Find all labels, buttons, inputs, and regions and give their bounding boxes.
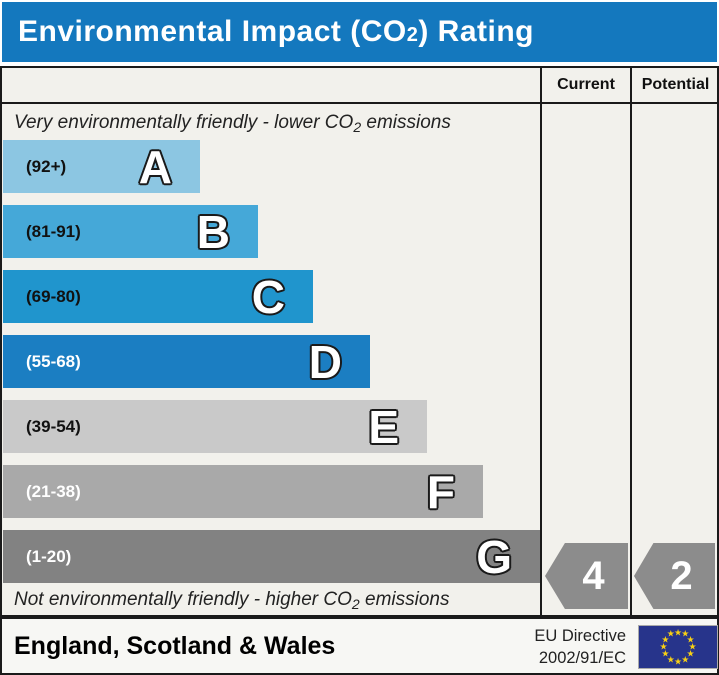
current-column-divider xyxy=(540,68,542,615)
band-letter: E xyxy=(368,400,399,453)
eu-flag-icon: ★ ★ ★ ★ ★ ★ ★ ★ ★ ★ ★ ★ xyxy=(638,625,718,669)
band-row-B: (81-91) B xyxy=(3,205,258,258)
eu-flag-star: ★ xyxy=(673,627,683,637)
top-note: Very environmentally friendly - lower CO… xyxy=(14,112,451,135)
band-range-label: (69-80) xyxy=(26,286,81,306)
band-row-A: (92+) A xyxy=(3,140,200,193)
eu-flag-star: ★ xyxy=(681,654,690,665)
eu-flag-star: ★ xyxy=(686,648,695,659)
bottom-note-subscript: 2 xyxy=(351,596,360,612)
band-letter: D xyxy=(308,335,342,388)
eu-flag-star: ★ xyxy=(681,628,690,639)
eu-flag-star: ★ xyxy=(688,641,697,652)
band-letter: F xyxy=(426,465,455,518)
chart-title-text: Environmental Impact (CO xyxy=(18,15,407,48)
bottom-note-text: Not environmentally friendly - higher CO xyxy=(14,589,352,610)
rating-table: Current Potential Very environmentally f… xyxy=(0,66,719,617)
potential-rating-arrow: 2 xyxy=(634,543,715,609)
band-row-C: (69-80) C xyxy=(3,270,313,323)
chart-title: Environmental Impact (CO2) Rating xyxy=(18,15,534,49)
eu-flag-star: ★ xyxy=(686,634,695,645)
current-rating-arrow: 4 xyxy=(545,543,628,609)
current-rating-value: 4 xyxy=(582,553,605,598)
band-row-G: (1-20) G xyxy=(3,530,540,583)
band-row-F: (21-38) F xyxy=(3,465,483,518)
band-range-label: (21-38) xyxy=(26,481,81,501)
region-label: England, Scotland & Wales xyxy=(14,631,336,660)
band-range-label: (81-91) xyxy=(26,221,81,241)
band-range-label: (92+) xyxy=(26,156,67,176)
eu-directive-label: EU Directive 2002/91/EC xyxy=(534,626,626,670)
chart-title-bar: Environmental Impact (CO2) Rating xyxy=(2,2,717,62)
eu-flag-star: ★ xyxy=(659,641,668,652)
chart-title-subscript: 2 xyxy=(406,24,419,46)
bottom-note-suffix: emissions xyxy=(359,589,450,610)
top-note-text: Very environmentally friendly - lower CO xyxy=(14,112,354,133)
eu-flag-star: ★ xyxy=(661,648,670,659)
potential-column-header: Potential xyxy=(641,76,710,93)
band-letter: C xyxy=(251,270,285,323)
eu-flag-star: ★ xyxy=(661,634,670,645)
top-note-suffix: emissions xyxy=(361,112,451,133)
band-range-label: (1-20) xyxy=(26,546,72,566)
eu-directive-line1: EU Directive xyxy=(534,627,626,645)
potential-rating-value: 2 xyxy=(670,553,693,598)
chart-title-suffix: ) Rating xyxy=(418,15,535,48)
eu-directive-line2: 2002/91/EC xyxy=(538,648,626,667)
current-column-header: Current xyxy=(557,76,615,93)
footer-bar: England, Scotland & Wales EU Directive 2… xyxy=(0,617,719,675)
eu-flag-star: ★ xyxy=(666,654,675,665)
band-range-label: (39-54) xyxy=(26,416,81,436)
eu-flag-star: ★ xyxy=(673,656,683,666)
potential-column-divider xyxy=(630,68,632,615)
bottom-note: Not environmentally friendly - higher CO… xyxy=(14,589,449,612)
band-row-E: (39-54) E xyxy=(3,400,427,453)
band-letter: G xyxy=(476,530,512,583)
band-range-label: (55-68) xyxy=(26,351,81,371)
top-note-subscript: 2 xyxy=(353,119,362,135)
eu-flag-star: ★ xyxy=(666,628,675,639)
header-row-divider xyxy=(2,102,717,104)
band-letter: B xyxy=(196,205,230,258)
band-letter: A xyxy=(138,140,172,193)
band-row-D: (55-68) D xyxy=(3,335,370,388)
